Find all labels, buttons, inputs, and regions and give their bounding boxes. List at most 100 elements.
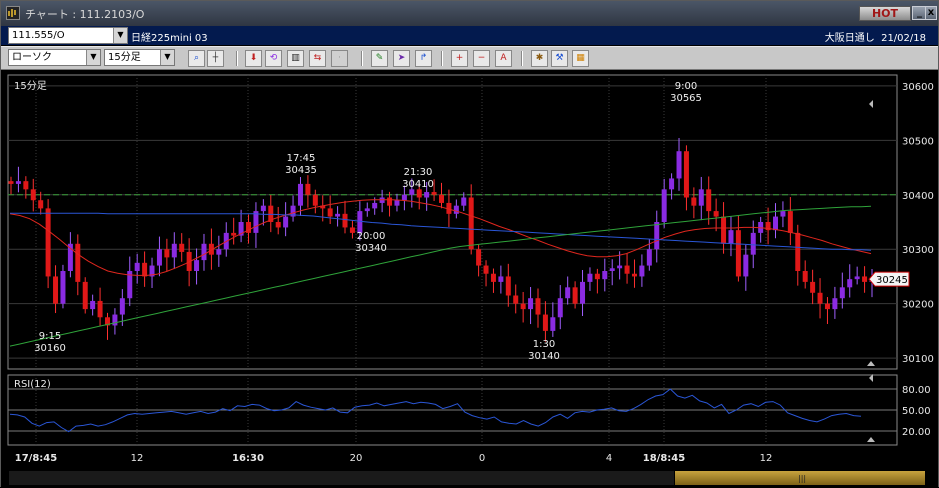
scroll-down-icon xyxy=(867,361,875,366)
download-icon[interactable]: ⬇ xyxy=(245,50,262,67)
toolbar-separator xyxy=(521,51,523,66)
candle-body xyxy=(372,202,378,209)
candle-body xyxy=(364,208,370,212)
pencil-icon[interactable]: ✎ xyxy=(371,50,388,67)
toolbar-separator xyxy=(441,51,443,66)
candle-body xyxy=(839,287,845,299)
current-price-label: 30245 xyxy=(876,275,908,286)
annotation-value: 30340 xyxy=(355,243,387,254)
candle-body xyxy=(290,205,296,217)
candle-body xyxy=(810,281,816,293)
cursor-icon[interactable]: ➤ xyxy=(393,50,410,67)
candle-body xyxy=(401,194,407,201)
moving-average-line xyxy=(9,199,872,276)
candle-body xyxy=(104,317,110,326)
price-tick-label: 30600 xyxy=(902,82,934,93)
annotation-time: 21:30 xyxy=(404,167,433,178)
candle-body xyxy=(602,271,608,280)
candle-body xyxy=(483,265,489,274)
candle-body xyxy=(335,213,341,217)
zoom-in-icon[interactable]: + xyxy=(451,50,468,67)
candle-body xyxy=(38,200,44,209)
compare-icon[interactable]: ⇆ xyxy=(309,50,326,67)
date-label: 21/02/18 xyxy=(881,33,926,44)
chevron-down-icon[interactable]: ▼ xyxy=(113,28,127,43)
zoom-out-icon[interactable]: − xyxy=(473,50,490,67)
candle-body xyxy=(773,216,779,231)
all-icon[interactable]: A xyxy=(495,50,512,67)
close-button[interactable]: x xyxy=(925,6,937,20)
candle-body xyxy=(268,205,274,222)
candle-body xyxy=(683,151,689,198)
chart-toolbar: ローソク ▼ 15分足 ▼ ⌕ ┼ ⬇ ⟲ ▥ ⇆ · ✎ ➤ ↱ + − A ✱ ⚒ ▦ xyxy=(1,46,938,70)
candle-body xyxy=(565,287,571,299)
candle-body xyxy=(297,183,303,206)
price-tick-label: 30400 xyxy=(902,191,934,202)
candle-body xyxy=(453,205,459,214)
symbol-value: 111.555/O xyxy=(12,30,65,41)
candle-body xyxy=(349,227,355,233)
title-bar[interactable]: チャート : 111.2103/O HOT _ x xyxy=(1,1,938,26)
candle-body xyxy=(231,232,237,236)
candle-body xyxy=(787,211,793,233)
candle-body xyxy=(30,189,36,201)
candle-body xyxy=(90,300,96,310)
candle-body xyxy=(795,232,801,271)
disabled-icon: · xyxy=(331,50,348,67)
wrench-icon[interactable]: ⚒ xyxy=(551,50,568,67)
chart-area[interactable]: 30600305003040030300302003010015分足9:1530… xyxy=(1,73,938,466)
time-tick-label: 12 xyxy=(131,453,144,464)
candle-body xyxy=(446,202,452,214)
candle-body xyxy=(572,287,578,304)
candle-body xyxy=(498,276,504,282)
candle-body xyxy=(260,205,266,212)
symbol-select[interactable]: 111.555/O ▼ xyxy=(8,27,128,44)
chart-app-icon xyxy=(6,6,20,20)
interval-select[interactable]: 15分足 ▼ xyxy=(104,49,175,66)
toolbar-separator xyxy=(236,51,238,66)
rsi-tick-label: 20.00 xyxy=(902,427,931,438)
gear-icon[interactable]: ✱ xyxy=(531,50,548,67)
candle-body xyxy=(721,216,727,244)
candle-body xyxy=(728,230,734,244)
candle-body xyxy=(305,183,311,195)
candle-body xyxy=(847,279,853,288)
scroll-up-icon xyxy=(869,100,873,108)
scroll-thumb[interactable]: ||| xyxy=(675,471,925,485)
replay-icon[interactable]: ⟲ xyxy=(265,50,282,67)
candle-body xyxy=(119,298,125,315)
candle-body xyxy=(179,243,185,252)
candle-body xyxy=(624,265,630,274)
scroll-track[interactable] xyxy=(9,471,674,485)
candle-body xyxy=(609,268,615,271)
candle-body xyxy=(253,211,259,233)
candle-body xyxy=(854,276,860,280)
instrument-name: 日経225mini 03 xyxy=(131,33,208,44)
candle-body xyxy=(505,276,511,296)
candle-body xyxy=(409,189,415,195)
window-title: チャート : 111.2103/O xyxy=(25,8,145,21)
candle-body xyxy=(735,230,741,277)
candle-body xyxy=(416,189,422,198)
candle-body xyxy=(824,303,830,310)
magnify-icon[interactable]: ⌕ xyxy=(188,50,205,67)
arrow-icon[interactable]: ↱ xyxy=(415,50,432,67)
bar-settings-icon[interactable]: ▥ xyxy=(287,50,304,67)
chevron-down-icon[interactable]: ▼ xyxy=(160,50,174,65)
chevron-down-icon[interactable]: ▼ xyxy=(86,50,100,65)
candle-body xyxy=(424,192,430,198)
candle-body xyxy=(439,194,444,203)
candle-body xyxy=(149,265,155,277)
palette-icon[interactable]: ▦ xyxy=(572,50,589,67)
candle-body xyxy=(327,208,333,217)
chart-type-select[interactable]: ローソク ▼ xyxy=(8,49,101,66)
candle-body xyxy=(646,249,652,266)
candle-body xyxy=(156,249,162,266)
hot-button[interactable]: HOT xyxy=(859,6,911,21)
candle-body xyxy=(550,317,556,331)
candle-body xyxy=(320,205,326,209)
candle-body xyxy=(246,222,252,233)
crosshair-icon[interactable]: ┼ xyxy=(207,50,224,67)
annotation-time: 9:00 xyxy=(675,81,697,92)
annotation-value: 30160 xyxy=(34,343,66,354)
